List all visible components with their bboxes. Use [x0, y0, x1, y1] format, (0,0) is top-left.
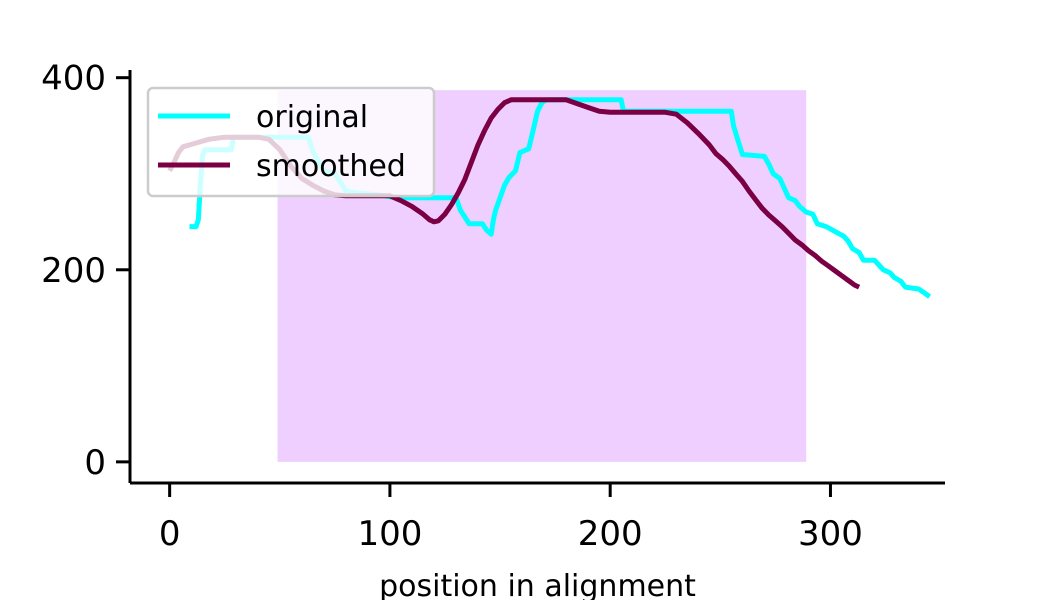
y-tick-label: 400 — [41, 59, 106, 99]
x-tick-label: 0 — [159, 514, 181, 554]
x-tick-label: 300 — [798, 514, 863, 554]
x-tick-label: 100 — [357, 514, 422, 554]
x-axis: 0 100 200 300 — [130, 481, 945, 554]
x-tick-label: 200 — [578, 514, 643, 554]
legend: original smoothed — [146, 86, 436, 198]
legend-label-smoothed: smoothed — [256, 149, 406, 184]
y-axis: 0 200 400 — [41, 59, 132, 483]
y-tick-label: 200 — [41, 251, 106, 291]
legend-label-original: original — [256, 100, 368, 135]
x-axis-title: position in alignment — [379, 569, 696, 600]
y-tick-label: 0 — [84, 443, 106, 483]
